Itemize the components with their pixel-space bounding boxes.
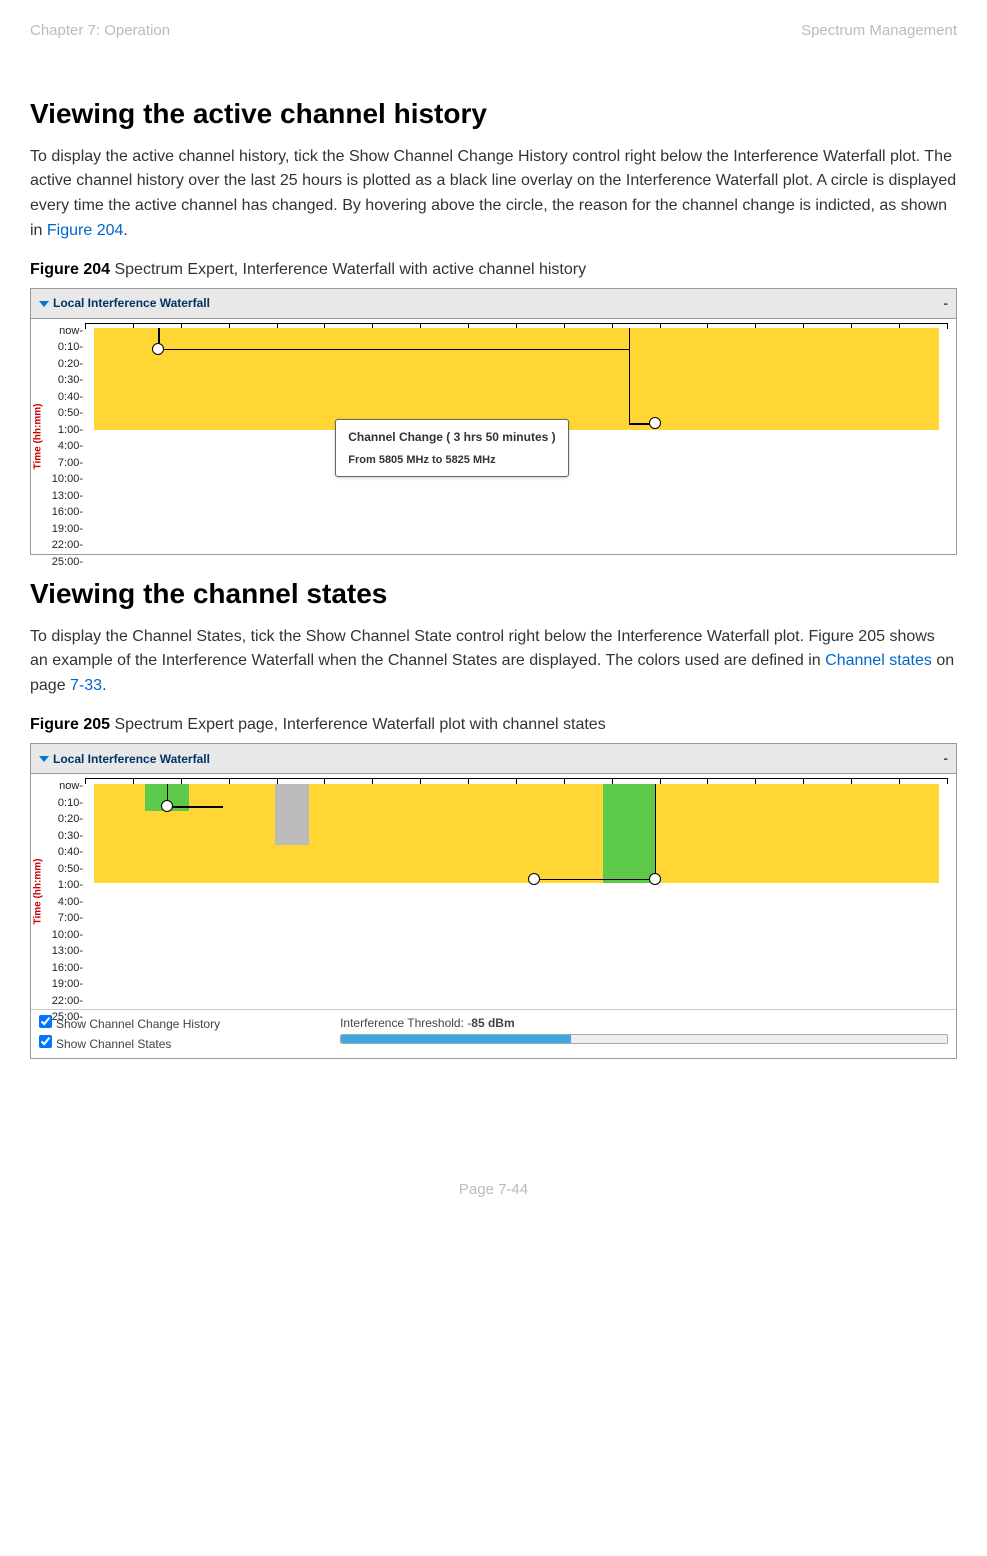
ytick-label: 7:00-: [45, 455, 83, 472]
figure205-box: Local Interference Waterfall - Time (hh:…: [30, 743, 957, 1059]
header-right: Spectrum Management: [801, 20, 957, 43]
ytick-label: 0:40-: [45, 844, 83, 861]
ytick-label: now-: [45, 778, 83, 795]
xtick: [947, 778, 948, 784]
ytick-label: 0:30-: [45, 828, 83, 845]
figure204-box: Local Interference Waterfall - Time (hh:…: [30, 288, 957, 555]
ytick-label: 10:00-: [45, 471, 83, 488]
ytick-label: 4:00-: [45, 894, 83, 911]
grey-region: [275, 784, 310, 845]
section2-para: To display the Channel States, tick the …: [30, 625, 957, 699]
checkbox-states-input[interactable]: [39, 1035, 52, 1048]
tooltip-sub: From 5805 MHz to 5825 MHz: [348, 452, 555, 469]
ytick-label: 0:40-: [45, 389, 83, 406]
ytick-label: 25:00-: [45, 1009, 83, 1026]
collapse-icon[interactable]: -: [943, 293, 948, 314]
y-ticks-205: now-0:10-0:20-0:30-0:40-0:50-1:00-4:00-7…: [45, 774, 85, 1009]
waterfall-body-205: Time (hh:mm) now-0:10-0:20-0:30-0:40-0:5…: [31, 774, 956, 1009]
xtick: [85, 778, 86, 784]
xtick: [947, 323, 948, 329]
header-left: Chapter 7: Operation: [30, 20, 170, 43]
ytick-label: now-: [45, 323, 83, 340]
dropdown-icon: [39, 756, 49, 762]
history-circle[interactable]: [161, 800, 173, 812]
yellow-region: [94, 328, 940, 430]
y-ticks-204: now-0:10-0:20-0:30-0:40-0:50-1:00-4:00-7…: [45, 319, 85, 554]
ytick-label: 13:00-: [45, 488, 83, 505]
history-line: [167, 806, 223, 808]
plot-area-204: Channel Change ( 3 hrs 50 minutes ) From …: [85, 323, 948, 550]
ytick-label: 13:00-: [45, 943, 83, 960]
y-axis-label: Time (hh:mm): [31, 774, 45, 1009]
ytick-label: 1:00-: [45, 422, 83, 439]
channel-change-tooltip: Channel Change ( 3 hrs 50 minutes ) From …: [335, 419, 568, 478]
link-page733[interactable]: 7-33: [70, 677, 102, 694]
ytick-label: 4:00-: [45, 438, 83, 455]
ytick-label: 0:50-: [45, 861, 83, 878]
ytick-label: 0:20-: [45, 811, 83, 828]
threshold-control: Interference Threshold: -85 dBm: [340, 1014, 948, 1044]
section1-title: Viewing the active channel history: [30, 93, 957, 135]
link-figure204[interactable]: Figure 204: [47, 222, 124, 239]
xtick: [85, 323, 86, 329]
history-line: [158, 349, 628, 351]
y-axis-label: Time (hh:mm): [31, 319, 45, 554]
figure204-label: Figure 204 Spectrum Expert, Interference…: [30, 258, 957, 282]
threshold-slider[interactable]: [340, 1034, 948, 1044]
history-circle[interactable]: [528, 873, 540, 885]
dropdown-icon: [39, 301, 49, 307]
waterfall-body-204: Time (hh:mm) now-0:10-0:20-0:30-0:40-0:5…: [31, 319, 956, 554]
plot-area-205: [85, 778, 948, 1005]
controls-row: Show Channel Change History Show Channel…: [31, 1009, 956, 1058]
figure205-label: Figure 205 Spectrum Expert page, Interfe…: [30, 713, 957, 737]
ytick-label: 0:10-: [45, 339, 83, 356]
link-channel-states[interactable]: Channel states: [825, 652, 932, 669]
ytick-label: 0:10-: [45, 795, 83, 812]
slider-fill: [341, 1035, 571, 1043]
history-line: [655, 784, 657, 879]
page-footer: Page 7-44: [30, 1179, 957, 1202]
collapse-icon[interactable]: -: [943, 748, 948, 769]
ytick-label: 19:00-: [45, 521, 83, 538]
ytick-label: 22:00-: [45, 993, 83, 1010]
history-circle[interactable]: [649, 417, 661, 429]
ytick-label: 0:50-: [45, 405, 83, 422]
ytick-label: 22:00-: [45, 537, 83, 554]
waterfall-header-205[interactable]: Local Interference Waterfall -: [31, 744, 956, 774]
history-circle[interactable]: [152, 343, 164, 355]
yellow-region: [94, 784, 940, 883]
ytick-label: 0:20-: [45, 356, 83, 373]
ytick-label: 16:00-: [45, 504, 83, 521]
ytick-label: 19:00-: [45, 976, 83, 993]
ytick-label: 1:00-: [45, 877, 83, 894]
history-line: [629, 328, 631, 423]
section1-para: To display the active channel history, t…: [30, 145, 957, 244]
ytick-label: 25:00-: [45, 554, 83, 571]
ytick-label: 10:00-: [45, 927, 83, 944]
ytick-label: 16:00-: [45, 960, 83, 977]
page-header: Chapter 7: Operation Spectrum Management: [30, 20, 957, 43]
tooltip-title: Channel Change ( 3 hrs 50 minutes ): [348, 428, 555, 446]
checkbox-states[interactable]: Show Channel States: [39, 1034, 220, 1054]
green-region: [603, 784, 655, 883]
ytick-label: 0:30-: [45, 372, 83, 389]
waterfall-header-204[interactable]: Local Interference Waterfall -: [31, 289, 956, 319]
history-line: [534, 879, 655, 881]
ytick-label: 7:00-: [45, 910, 83, 927]
section2-title: Viewing the channel states: [30, 573, 957, 615]
history-circle[interactable]: [649, 873, 661, 885]
